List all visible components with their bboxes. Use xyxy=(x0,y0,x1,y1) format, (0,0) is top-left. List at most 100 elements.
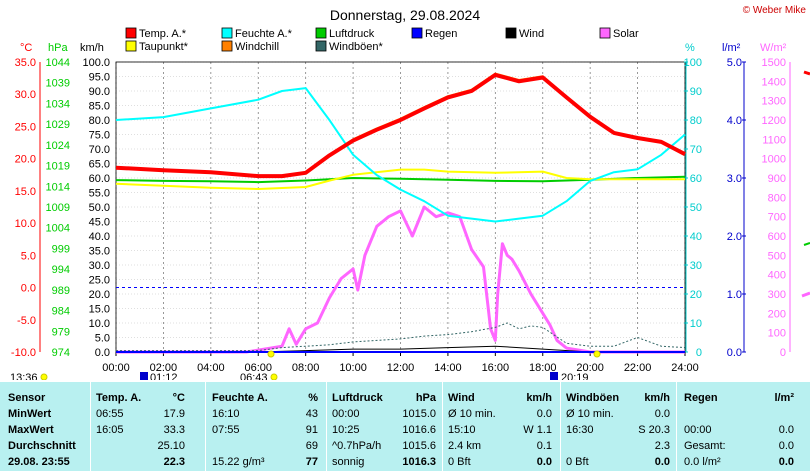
stats-row-label: MinWert xyxy=(8,408,52,420)
pressure_hpa-tick-label: 1014 xyxy=(46,181,70,193)
stats-cell: 0.0 xyxy=(778,424,794,436)
humidity_pct-tick-label: 10 xyxy=(690,318,702,330)
series-line-feuchte-a xyxy=(115,87,686,223)
wind_kmh-tick-label: 95.0 xyxy=(89,72,110,84)
stats-cell: Ø 10 min. xyxy=(566,408,614,420)
humidity_pct-tick-label: 20 xyxy=(690,289,702,301)
temp_c-tick-label: 10.0 xyxy=(15,218,36,230)
stats-cell: 07:55 xyxy=(212,424,240,436)
stats-header: °C xyxy=(172,392,185,404)
wind_kmh-tick-label: 50.0 xyxy=(89,202,110,214)
stats-cell: 2.3 xyxy=(654,440,670,452)
pressure_hpa-tick-label: 979 xyxy=(52,326,70,338)
sunrise-label: 01:12 xyxy=(150,372,178,380)
humidity_pct-tick-label: 40 xyxy=(690,231,702,243)
stats-cell: 0.0 xyxy=(654,456,670,468)
plot-area xyxy=(115,70,810,354)
legend-label: Temp. A.* xyxy=(139,28,187,40)
temp_c-tick-label: 20.0 xyxy=(15,154,36,166)
temp_c-tick-label: 25.0 xyxy=(15,121,36,133)
solar_wm2-tick-label: 1200 xyxy=(762,115,786,127)
stats-cell: 0.1 xyxy=(536,440,552,452)
solar_wm2-tick-label: 100 xyxy=(768,328,786,340)
pressure-unit-label: hPa xyxy=(48,42,68,54)
humidity_pct-tick-label: 50 xyxy=(690,202,702,214)
stats-cell: 2.4 km xyxy=(448,440,482,452)
rain_lm2-tick-label: 3.0 xyxy=(727,173,742,185)
solar_wm2-tick-label: 400 xyxy=(768,270,786,282)
x-tick-label: 18:00 xyxy=(529,362,557,374)
stats-cell: 17.9 xyxy=(163,408,185,420)
stats-header: l/m² xyxy=(774,392,794,404)
wind_kmh-tick-label: 65.0 xyxy=(89,159,110,171)
wind_kmh-tick-label: 20.0 xyxy=(89,289,110,301)
humidity_pct-tick-label: 0 xyxy=(696,347,702,359)
sunset-label: 20:19 xyxy=(561,372,589,380)
stats-row-label: Durchschnitt xyxy=(8,440,76,452)
stats-cell: 16:30 xyxy=(566,424,594,436)
rain_lm2-tick-label: 0.0 xyxy=(727,347,742,359)
chart-grid xyxy=(115,61,686,353)
stats-cell: 06:55 xyxy=(96,408,124,420)
stats-cell: 0 Bft xyxy=(448,456,471,468)
solar_wm2-tick-label: 800 xyxy=(768,192,786,204)
wind_kmh-tick-label: 30.0 xyxy=(89,260,110,272)
dawn-label: 06:43 xyxy=(240,372,268,380)
stats-cell: 16:10 xyxy=(212,408,240,420)
pressure_hpa-tick-label: 1004 xyxy=(46,223,70,235)
x-tick-label: 16:00 xyxy=(482,362,510,374)
stats-header: hPa xyxy=(415,392,436,404)
wind-unit-label: km/h xyxy=(80,42,104,54)
pressure_hpa-tick-label: 989 xyxy=(52,285,70,297)
solar_wm2-tick-label: 300 xyxy=(768,289,786,301)
stats-column-separator xyxy=(326,382,327,471)
series-line-solar xyxy=(116,205,685,354)
pressure_hpa-tick-label: 1034 xyxy=(46,98,70,110)
stats-cell: 91 xyxy=(305,424,318,436)
stats-row-label: 29.08. 23:55 xyxy=(8,456,70,468)
stats-cell: 0.0 xyxy=(654,408,670,420)
rain_lm2-tick-label: 5.0 xyxy=(727,57,742,69)
stats-cell: Gesamt: xyxy=(684,440,726,452)
solar_wm2-tick-label: 1100 xyxy=(762,134,786,146)
dawn-dot xyxy=(270,373,278,380)
rain_lm2-tick-label: 1.0 xyxy=(727,289,742,301)
wind_kmh-tick-label: 45.0 xyxy=(89,217,110,229)
rain_lm2-tick-label: 4.0 xyxy=(727,115,742,127)
weather-chart: Donnerstag, 29.08.2024 © Weber Mike Temp… xyxy=(10,5,810,380)
temp_c-tick-label: 5.0 xyxy=(21,250,36,262)
temp_c-tick-label: -10.0 xyxy=(11,347,36,359)
now-dot xyxy=(40,373,48,380)
pressure_hpa-tick-label: 1044 xyxy=(46,57,70,69)
stats-header: Regen xyxy=(684,392,718,404)
stats-column-separator xyxy=(676,382,677,471)
temp-unit-label: °C xyxy=(20,42,32,54)
solar-edge-line xyxy=(801,291,810,298)
wind_kmh-tick-label: 40.0 xyxy=(89,231,110,243)
credit-text[interactable]: © Weber Mike xyxy=(743,5,807,16)
stats-column-separator xyxy=(205,382,206,471)
x-tick-label: 14:00 xyxy=(434,362,462,374)
legend-swatch xyxy=(411,27,423,39)
stats-header: % xyxy=(308,392,318,404)
pressure_hpa-tick-label: 984 xyxy=(52,306,70,318)
solar_wm2-tick-label: 1300 xyxy=(762,96,786,108)
stats-cell: 15:10 xyxy=(448,424,476,436)
legend-label: Wind xyxy=(519,28,544,40)
stats-column-separator xyxy=(560,382,561,471)
legend-label: Windböen* xyxy=(329,41,384,53)
stats-header: Temp. A. xyxy=(96,392,142,404)
solar-unit-label: W/m² xyxy=(760,42,787,54)
stats-cell: ^0.7hPa/h xyxy=(332,440,382,452)
rain-unit-label: l/m² xyxy=(722,42,741,54)
wind_kmh-tick-label: 0.0 xyxy=(95,347,110,359)
sunset-icon xyxy=(550,372,558,380)
solar_wm2-tick-label: 900 xyxy=(768,173,786,185)
stats-header: Wind xyxy=(448,392,475,404)
stats-column-separator xyxy=(442,382,443,471)
stats-cell: S 20.3 xyxy=(638,424,670,436)
wind_kmh-tick-label: 100.0 xyxy=(82,57,110,69)
humidity-unit-label: % xyxy=(685,42,695,54)
pressure_hpa-tick-label: 1039 xyxy=(46,78,70,90)
series-line-temp-a xyxy=(115,72,686,179)
